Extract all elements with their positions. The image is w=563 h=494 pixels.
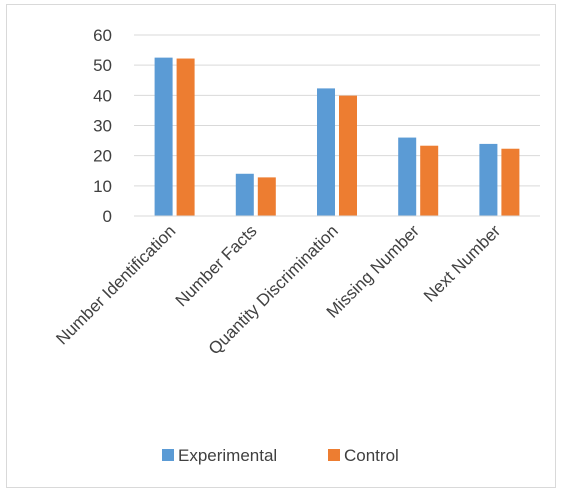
y-tick-label-10: 10	[93, 177, 112, 196]
gridlines	[134, 34, 540, 187]
bar-experimental-3	[398, 137, 417, 216]
bar-control-4	[501, 148, 520, 216]
bar-control-1	[257, 177, 276, 216]
y-tick-label-60: 60	[93, 26, 112, 45]
bar-control-3	[420, 145, 439, 216]
legend-swatch-experimental	[162, 449, 174, 461]
bar-control-0	[176, 58, 195, 216]
bar-experimental-1	[235, 173, 254, 216]
bar-experimental-0	[154, 57, 173, 216]
legend-label-control: Control	[344, 446, 399, 465]
bar-control-2	[339, 95, 357, 216]
chart-frame	[6, 4, 556, 488]
legend-label-experimental: Experimental	[178, 446, 277, 465]
y-tick-label-30: 30	[93, 117, 112, 136]
y-tick-label-50: 50	[93, 56, 112, 75]
y-tick-label-0: 0	[103, 207, 112, 226]
bars	[154, 57, 520, 216]
bar-experimental-4	[479, 143, 498, 216]
x-tick-label-4: Next Number	[420, 221, 504, 305]
legend-swatch-control	[328, 449, 340, 461]
x-tick-label-1: Number Facts	[172, 221, 261, 310]
bar-experimental-2	[317, 88, 335, 216]
y-tick-label-20: 20	[93, 147, 112, 166]
y-axis-ticks: 0 10 20 30 40 50 60	[93, 26, 112, 226]
y-tick-label-40: 40	[93, 86, 112, 105]
legend: Experimental Control	[162, 446, 399, 465]
x-tick-label-0: Number Identification	[52, 221, 179, 348]
